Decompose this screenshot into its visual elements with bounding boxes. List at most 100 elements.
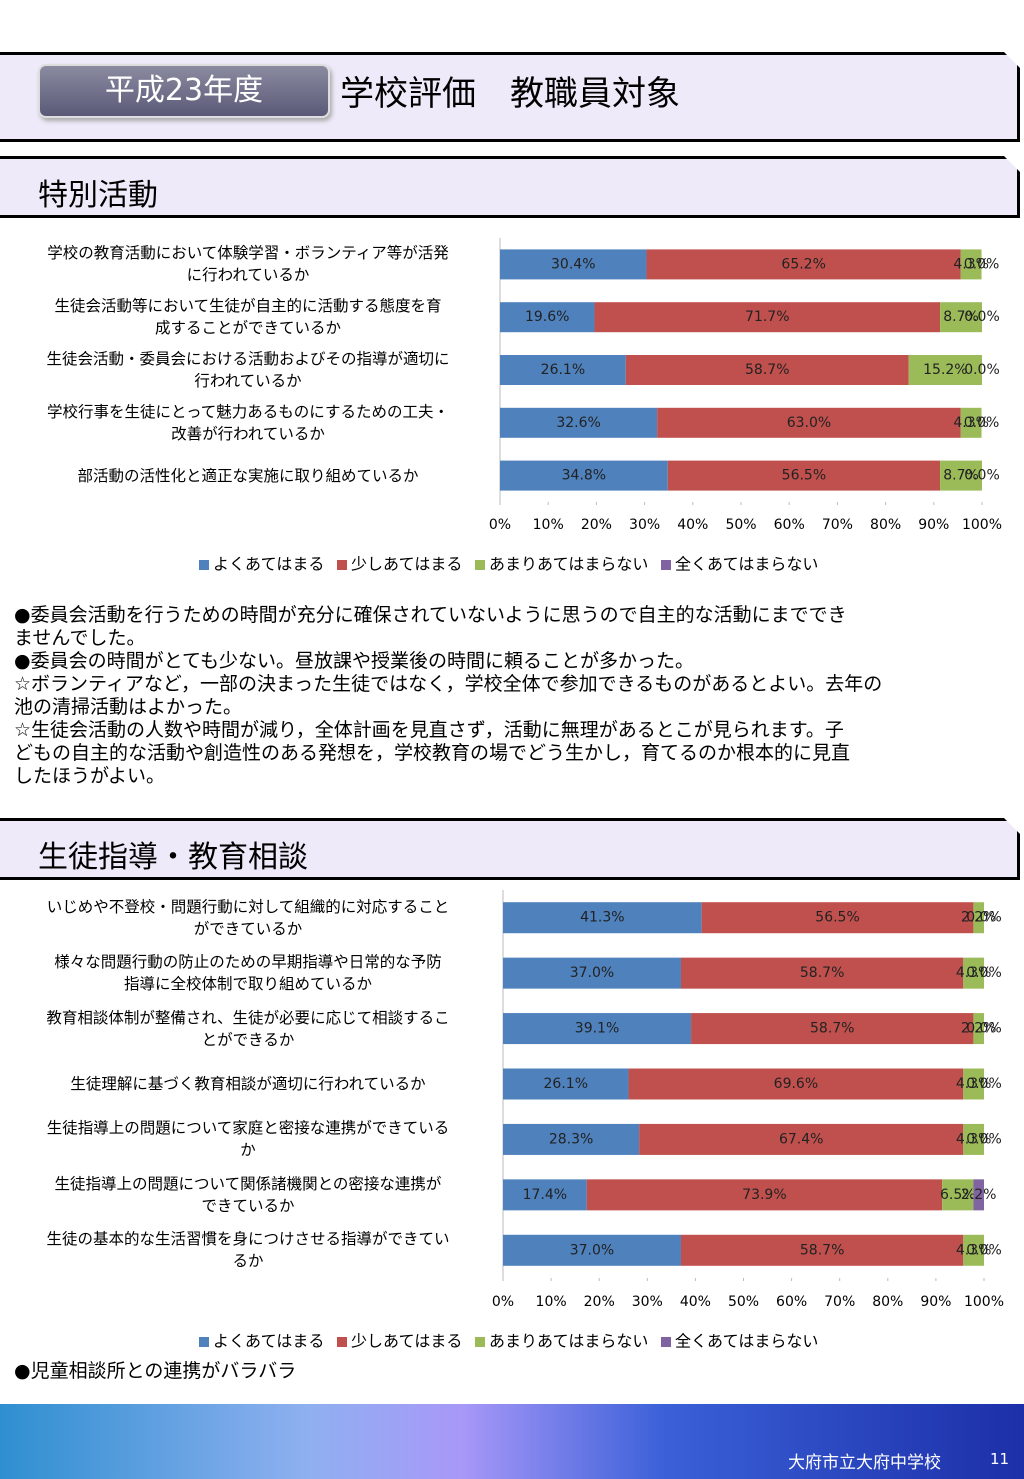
legend-swatch: [661, 1337, 671, 1347]
note: ☆生徒会活動の人数や時間が減り，全体計画を見直さず，活動に無理があるとこが見られ…: [14, 719, 851, 787]
section-title: 生徒指導・教育相談: [38, 840, 308, 875]
bar-segment: [973, 902, 984, 934]
bar-segment: [503, 1234, 681, 1266]
value-label: 0.0%: [966, 910, 1002, 926]
value-label: 56.5%: [782, 468, 826, 484]
bar-segment: [963, 1068, 984, 1100]
value-label: 17.4%: [523, 1187, 567, 1203]
bar-segment: [680, 957, 964, 989]
legend-label: 少しあてはまる: [351, 1332, 462, 1351]
value-label: 0.0%: [964, 256, 1000, 272]
value-label: 19.6%: [525, 309, 569, 325]
section-box: [0, 156, 1020, 218]
x-tick-label: 60%: [776, 1294, 807, 1310]
value-label: 4.3%: [956, 965, 992, 981]
legend-swatch: [475, 1337, 485, 1347]
bar-segment: [500, 302, 595, 333]
year-badge: 平成23年度: [38, 64, 330, 118]
legend-label: 少しあてはまる: [351, 555, 462, 574]
note: ●児童相談所との連携がバラバラ: [14, 1360, 297, 1382]
footer-school: 大府市立大府中学校: [788, 1453, 941, 1473]
x-tick-label: 80%: [870, 517, 901, 533]
legend-label: あまりあてはまらない: [489, 555, 648, 574]
value-label: 26.1%: [544, 1076, 588, 1092]
bar-segment: [586, 1179, 943, 1211]
bar-segment: [503, 1123, 640, 1155]
note: ●委員会活動を行うための時間が充分に確保されていないように思うので自主的な活動に…: [14, 604, 847, 649]
legend-swatch: [199, 1337, 209, 1347]
value-label: 58.7%: [745, 362, 789, 378]
value-label: 39.1%: [575, 1021, 619, 1037]
value-label: 4.3%: [953, 415, 989, 431]
value-label: 73.9%: [742, 1187, 786, 1203]
x-tick-label: 100%: [964, 1294, 1004, 1310]
value-label: 26.1%: [541, 362, 585, 378]
value-label: 0.0%: [966, 1242, 1002, 1258]
x-tick-label: 10%: [536, 1294, 567, 1310]
bar-segment: [973, 1013, 984, 1045]
value-label: 58.7%: [800, 1242, 844, 1258]
legend-swatch: [199, 560, 209, 570]
legend-swatch: [475, 560, 485, 570]
category-label: 生徒指導上の問題について関係諸機関との密接な連携が できているか: [54, 1174, 442, 1215]
value-label: 2.2%: [961, 1021, 997, 1037]
bar-segment: [503, 1068, 629, 1100]
value-label: 65.2%: [781, 256, 825, 272]
x-tick-label: 50%: [728, 1294, 759, 1310]
bar-segment: [942, 1179, 974, 1211]
bar-segment: [940, 302, 982, 333]
value-label: 37.0%: [570, 1242, 614, 1258]
value-label: 8.7%: [943, 309, 979, 325]
value-label: 2.2%: [961, 1187, 997, 1203]
x-tick-label: 0%: [489, 517, 511, 533]
value-label: 0.0%: [966, 1021, 1002, 1037]
x-tick-label: 90%: [918, 517, 949, 533]
value-label: 58.7%: [800, 965, 844, 981]
x-tick-label: 40%: [680, 1294, 711, 1310]
x-tick-label: 20%: [581, 517, 612, 533]
bar-segment: [500, 407, 658, 438]
category-label: 生徒の基本的な生活習慣を身につけさせる指導ができてい るか: [46, 1230, 450, 1271]
value-label: 4.3%: [956, 1131, 992, 1147]
x-tick-label: 50%: [725, 517, 756, 533]
category-label: 部活動の活性化と適正な実施に取り組めているか: [77, 466, 419, 485]
value-label: 8.7%: [943, 468, 979, 484]
x-tick-label: 90%: [920, 1294, 951, 1310]
bar-segment: [503, 1013, 692, 1045]
value-label: 2.2%: [961, 910, 997, 926]
category-label: 学校の教育活動において体験学習・ボランティア等が活発 に行われているか: [47, 244, 449, 285]
x-tick-label: 100%: [962, 517, 1002, 533]
category-label: 様々な問題行動の防止のための早期指導や日常的な予防 指導に全校体制で取り組めてい…: [54, 953, 442, 994]
value-label: 56.5%: [815, 910, 859, 926]
value-label: 0.0%: [966, 1131, 1002, 1147]
value-label: 0.0%: [964, 468, 1000, 484]
value-label: 30.4%: [551, 256, 595, 272]
bar-segment: [680, 1234, 964, 1266]
value-label: 4.3%: [956, 1242, 992, 1258]
bar-segment: [657, 407, 961, 438]
bar-segment: [628, 1068, 964, 1100]
x-tick-label: 80%: [872, 1294, 903, 1310]
legend-swatch: [337, 1337, 347, 1347]
value-label: 69.6%: [774, 1076, 818, 1092]
value-label: 4.3%: [953, 256, 989, 272]
value-label: 67.4%: [779, 1131, 823, 1147]
bar-segment: [639, 1123, 964, 1155]
section-box: [0, 818, 1020, 880]
legend-label: よくあてはまる: [213, 555, 324, 574]
bar-segment: [960, 249, 982, 280]
note: ●委員会の時間がとても少ない。昼放課や授業後の時間に頼ることが多かった。: [14, 650, 695, 672]
x-tick-label: 30%: [632, 1294, 663, 1310]
x-tick-label: 0%: [492, 1294, 514, 1310]
section-title: 特別活動: [38, 178, 158, 213]
x-tick-label: 20%: [584, 1294, 615, 1310]
category-label: 学校行事を生徒にとって魅力あるものにするための工夫・ 改善が行われているか: [47, 402, 449, 443]
bar-segment: [625, 355, 909, 385]
bar-segment: [960, 407, 982, 438]
legend-label: 全くあてはまらない: [675, 555, 818, 574]
value-label: 71.7%: [745, 309, 789, 325]
legend-label: 全くあてはまらない: [675, 1332, 818, 1351]
footer-bar: [0, 1404, 1024, 1479]
